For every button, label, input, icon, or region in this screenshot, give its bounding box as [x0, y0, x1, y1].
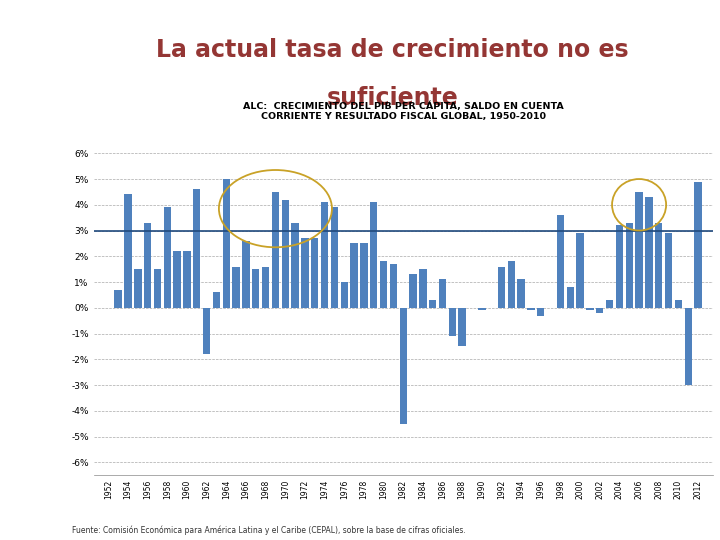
- Bar: [675, 300, 682, 308]
- Bar: [311, 238, 318, 308]
- Bar: [174, 251, 181, 308]
- Bar: [527, 308, 535, 310]
- Bar: [144, 223, 151, 308]
- Bar: [341, 282, 348, 308]
- Bar: [449, 308, 456, 336]
- Bar: [685, 308, 692, 385]
- Bar: [301, 238, 309, 308]
- Bar: [134, 269, 142, 308]
- Bar: [665, 233, 672, 308]
- Bar: [498, 267, 505, 308]
- Bar: [351, 244, 358, 308]
- Bar: [125, 194, 132, 308]
- Bar: [478, 308, 485, 310]
- Bar: [233, 267, 240, 308]
- Bar: [635, 192, 643, 308]
- Text: Fuente: Comisión Económica para América Latina y el Caribe (CEPAL), sobre la bas: Fuente: Comisión Económica para América …: [72, 525, 466, 535]
- Bar: [596, 308, 603, 313]
- Bar: [282, 200, 289, 308]
- Bar: [626, 223, 633, 308]
- Bar: [645, 197, 652, 308]
- Bar: [222, 179, 230, 308]
- Text: ALC:  CRECIMIENTO DEL PIB PER CÁPITA, SALDO EN CUENTA
CORRIENTE Y RESULTADO FISC: ALC: CRECIMIENTO DEL PIB PER CÁPITA, SAL…: [243, 102, 564, 122]
- Bar: [330, 207, 338, 308]
- Bar: [390, 264, 397, 308]
- Bar: [203, 308, 210, 354]
- Bar: [586, 308, 593, 310]
- Bar: [616, 225, 623, 308]
- Bar: [410, 274, 417, 308]
- Bar: [459, 308, 466, 347]
- Bar: [193, 190, 200, 308]
- Bar: [429, 300, 436, 308]
- Bar: [262, 267, 269, 308]
- Bar: [537, 308, 544, 315]
- Bar: [557, 215, 564, 308]
- Text: La actual tasa de crecimiento no es: La actual tasa de crecimiento no es: [156, 38, 629, 62]
- Bar: [577, 233, 584, 308]
- Text: suficiente: suficiente: [327, 86, 458, 110]
- Bar: [114, 290, 122, 308]
- Bar: [360, 244, 368, 308]
- Bar: [292, 223, 299, 308]
- Bar: [606, 300, 613, 308]
- Bar: [655, 223, 662, 308]
- Bar: [321, 202, 328, 308]
- Bar: [163, 207, 171, 308]
- Bar: [184, 251, 191, 308]
- Bar: [271, 192, 279, 308]
- Bar: [380, 261, 387, 308]
- Bar: [508, 261, 515, 308]
- Bar: [438, 280, 446, 308]
- Bar: [252, 269, 259, 308]
- Bar: [400, 308, 407, 424]
- Bar: [518, 280, 525, 308]
- Bar: [694, 181, 702, 308]
- Bar: [242, 241, 250, 308]
- Bar: [419, 269, 426, 308]
- Bar: [213, 292, 220, 308]
- Bar: [370, 202, 377, 308]
- Bar: [154, 269, 161, 308]
- Bar: [567, 287, 574, 308]
